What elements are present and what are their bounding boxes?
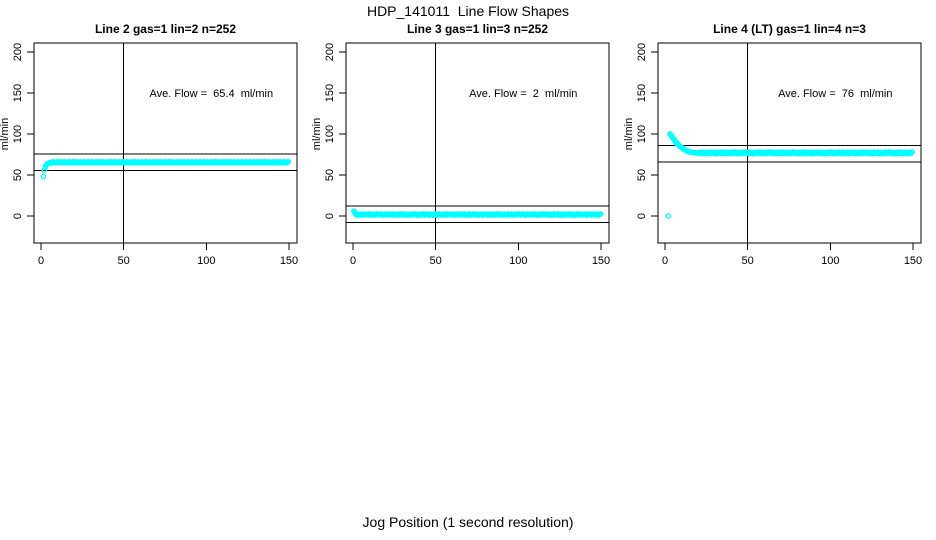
data-point	[41, 167, 48, 173]
plot-area-line3: 0 50 100 150 0 50 100 150 200 ml/min Ave. Flow = 2…	[312, 42, 610, 267]
y-axis-title: ml/min	[624, 118, 635, 150]
y-tick-label: 50	[12, 169, 24, 181]
panel-title: Line 3 gas=1 lin=3 n=252	[406, 22, 549, 36]
x-tick-label: 100	[821, 255, 839, 267]
panel-title: Line 2 gas=1 lin=2 n=252	[94, 22, 237, 36]
x-tick-label: 100	[197, 255, 215, 267]
x-tick-label: 100	[509, 255, 527, 267]
x-tick-label: 0	[38, 255, 44, 267]
panel-line3: Line 3 gas=1 lin=3 n=252 0 50 100 150 0 50 100…	[312, 0, 624, 300]
plot-area-line2: 0 50 100 150 0 50 100 150 200 ml/min Ave. Flow = 6…	[0, 42, 298, 267]
figure-title: HDP_141011 Line Flow Shapes	[366, 3, 570, 19]
x-tick-label: 150	[280, 255, 298, 267]
average-flow-annotation: Ave. Flow = 65.4 ml/min	[149, 88, 273, 100]
panel-line4: Line 4 (LT) gas=1 lin=4 n=3 0 50 100 150 0 50…	[624, 0, 936, 300]
y-tick-label: 200	[12, 43, 24, 61]
x-tick-label: 150	[592, 255, 610, 267]
panel-title: Line 4 (LT) gas=1 lin=4 n=3	[713, 22, 866, 36]
data-point	[909, 149, 916, 155]
y-tick-label: 200	[636, 43, 648, 61]
y-tick-label: 0	[12, 213, 24, 219]
y-axis-title: ml/min	[0, 118, 11, 150]
y-tick-label: 100	[12, 125, 24, 143]
y-tick-label: 150	[324, 84, 336, 102]
plot-box	[345, 42, 610, 244]
x-tick-label: 50	[118, 255, 130, 267]
x-tick-label: 50	[742, 255, 754, 267]
y-tick-label: 150	[636, 84, 648, 102]
y-tick-label: 150	[12, 84, 24, 102]
y-tick-label: 200	[324, 43, 336, 61]
x-tick-label: 0	[350, 255, 356, 267]
shared-x-axis-label: Jog Position (1 second resolution)	[362, 514, 574, 530]
plot-area-line4: 0 50 100 150 0 50 100 150 200 ml/min Ave. Flow = 7…	[624, 42, 922, 267]
x-tick-label: 50	[430, 255, 442, 267]
x-tick-label: 150	[904, 255, 922, 267]
data-point	[665, 213, 672, 219]
y-tick-label: 100	[636, 125, 648, 143]
y-tick-label: 50	[324, 169, 336, 181]
y-tick-label: 0	[324, 213, 336, 219]
average-flow-annotation: Ave. Flow = 2 ml/min	[469, 88, 577, 100]
y-tick-label: 50	[636, 169, 648, 181]
data-point	[597, 211, 604, 217]
plot-box	[657, 42, 922, 244]
average-flow-annotation: Ave. Flow = 76 ml/min	[778, 88, 892, 100]
data-point	[285, 158, 292, 165]
y-tick-label: 100	[324, 125, 336, 143]
y-axis-title: ml/min	[312, 118, 323, 150]
plot-box	[33, 42, 298, 244]
y-tick-label: 0	[636, 213, 648, 219]
panel-line2: Line 2 gas=1 lin=2 n=252 0 50 100 150 0 50 100…	[0, 0, 312, 300]
data-point	[908, 150, 914, 157]
data-point	[40, 173, 47, 180]
x-tick-label: 0	[662, 255, 668, 267]
